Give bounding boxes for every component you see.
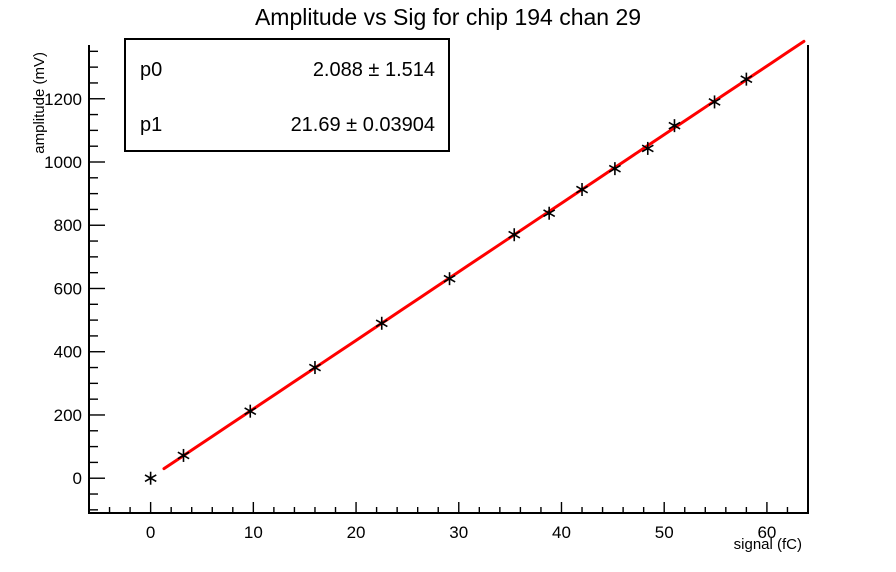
x-tick-label: 20 [347,523,366,542]
x-tick-label: 30 [449,523,468,542]
marker-center [512,233,516,237]
marker-center [447,276,452,281]
data-point-marker [576,183,589,197]
y-tick-label: 200 [54,406,82,425]
stats-row-0-name: p0 [140,59,162,81]
x-tick-label: 60 [757,523,776,542]
marker-center [646,146,650,151]
fit-line-group [162,39,806,471]
page-title: Amplitude vs Sig for chip 194 chan 29 [254,4,642,30]
stats-row-1-name: p1 [140,114,162,136]
y-tick-label: 800 [54,216,82,235]
fit-stats-box: p0 2.088 ± 1.514 p1 21.69 ± 0.03904 [124,38,450,152]
data-point-marker [641,141,654,155]
marker-center [148,476,153,480]
data-point-marker [375,316,388,330]
stats-row-1-value: 21.69 ± 0.03904 [291,114,435,136]
marker-center [181,453,186,458]
x-axis-title: signal (fC) [734,536,802,553]
marker-center [380,321,384,325]
y-tick-label: 400 [54,343,82,362]
data-point-marker [543,206,556,220]
marker-center [672,123,677,128]
marker-center [613,166,617,171]
marker-center [248,409,252,413]
data-point-marker [708,95,721,109]
data-point-marker [144,471,157,485]
data-point-marker [177,448,190,462]
stats-row-0-value: 2.088 ± 1.514 [313,59,435,81]
data-point-marker [740,72,753,86]
marker-center [712,100,717,104]
marker-center [580,187,584,192]
data-point-marker [668,119,681,133]
x-tick-label: 40 [552,523,571,542]
data-point-marker [308,361,321,375]
y-axis-title: amplitude (mV) [31,52,48,154]
axis-frame [88,45,809,514]
data-point-marker [443,272,456,286]
y-tick-label: 600 [54,279,82,298]
marker-center [313,365,317,370]
data-point-marker [608,162,621,176]
data-markers-group [144,72,753,485]
x-tick-label: 50 [655,523,674,542]
y-tick-label: 1000 [44,153,82,172]
x-tick-label: 10 [244,523,263,542]
marker-center [744,77,749,81]
marker-center [547,211,551,215]
data-point-marker [244,404,257,418]
frame-path [88,45,809,514]
fit-line [162,39,806,471]
y-tick-label: 1200 [44,90,82,109]
stats-box-frame [124,38,450,152]
data-point-marker [508,228,521,242]
x-tick-label: 0 [146,523,155,542]
y-tick-label: 0 [73,469,82,488]
